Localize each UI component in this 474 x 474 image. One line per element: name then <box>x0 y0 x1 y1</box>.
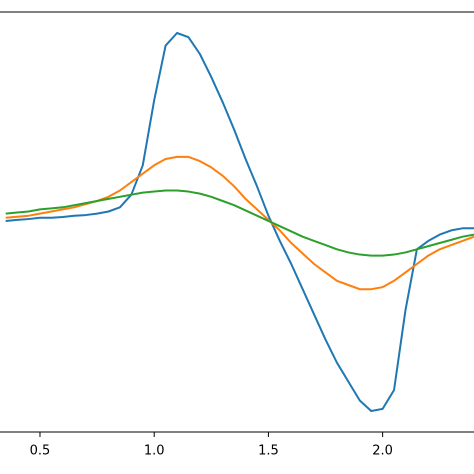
x-tick-label: 0.5 <box>30 444 51 459</box>
line-series <box>5 32 474 412</box>
x-tick-label: 1.5 <box>258 444 279 459</box>
line-series <box>5 189 474 257</box>
line-series <box>5 155 474 291</box>
x-tick-label: 1.0 <box>144 444 165 459</box>
x-tick-label: 2.0 <box>372 444 393 459</box>
